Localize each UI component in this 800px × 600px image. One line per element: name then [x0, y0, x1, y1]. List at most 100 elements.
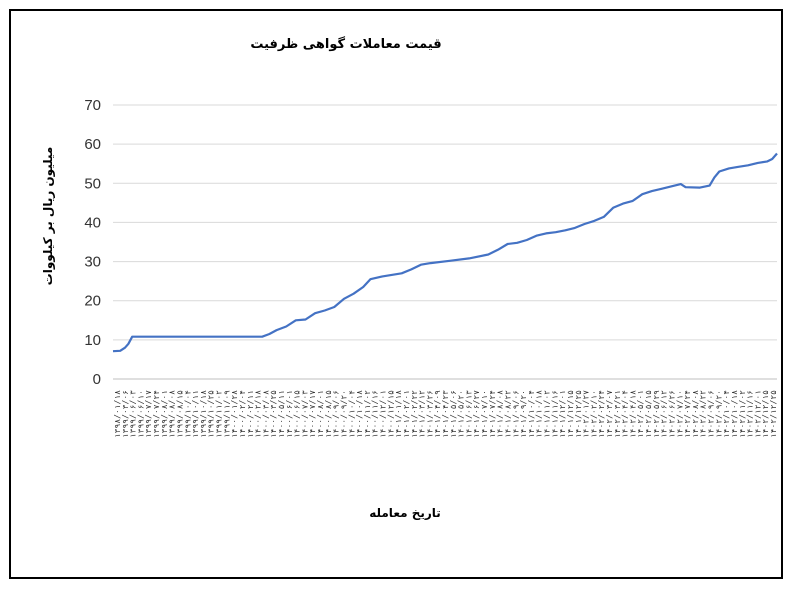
x-tick-label: ۱۴۰۲/۱۲/۲۵ [769, 390, 778, 438]
x-tick-label: ۱۴۰۲/۱۰/۰۴ [722, 390, 731, 438]
chart-frame [9, 9, 783, 579]
x-tick-label: ۱۴۰۲/۰۵/۱۵ [644, 390, 653, 438]
x-tick-label: ۱۴۰۲/۰۹/۰۶ [707, 390, 716, 438]
x-tick-label: ۱۳۹۹/۰۸/۱۵ [175, 390, 184, 438]
x-tick-label: ۱۴۰۱/۰۵/۰۶ [449, 390, 458, 438]
x-tick-label: ۱۳۹۹/۰۷/۱۷ [144, 390, 153, 438]
x-tick-label: ۱۳۹۹/۱۰/۰۴ [183, 390, 192, 438]
x-tick-label: ۱۴۰۲/۰۳/۲۱ [613, 390, 622, 438]
x-tick-label: ۱۴۰۱/۱۱/۱۶ [550, 390, 559, 438]
y-axis-title: میلیون ریال بر کیلووات [41, 147, 56, 286]
x-tick-label: ۱۴۰۱/۰۲/۰۱ [402, 390, 411, 438]
x-tick-label: ۱۴۰۲/۱۰/۱۸ [730, 390, 739, 438]
x-tick-label: ۱۴۰۱/۰۹/۰۶ [511, 390, 520, 438]
x-tick-label: ۱۳۹۹/۱۱/۰۹ [222, 390, 231, 438]
x-tick-label: ۱۴۰۱/۰۷/۲۴ [488, 390, 497, 438]
x-tick-label: ۱۴۰۰/۰۳/۲۵ [269, 390, 278, 438]
x-tick-label: ۱۴۰۲/۰۵/۲۹ [652, 390, 661, 438]
x-tick-label: ۱۳۹۹/۰۶/۰۳ [129, 390, 138, 438]
x-tick-label: ۱۳۹۹/۱۰/۱۸ [199, 390, 208, 438]
chart-title: قیمت معاملات گواهی ظرفیت [250, 36, 441, 52]
x-tick-label: ۱۴۰۱/۰۹/۲۰ [519, 390, 528, 438]
x-tick-label: ۱۴۰۰/۰۶/۰۱ [285, 390, 294, 438]
x-tick-label: ۱۴۰۰/۱۰/۰۴ [347, 390, 356, 438]
x-tick-label: ۱۴۰۲/۱۲/۰۱ [753, 390, 762, 438]
x-tick-label: ۱۴۰۱/۰۲/۲۲ [410, 390, 419, 438]
x-tick-label: ۱۴۰۲/۰۴/۱۸ [628, 390, 637, 438]
gridlines [113, 104, 777, 380]
y-tick-label: 60 [84, 136, 101, 153]
x-tick-label: ۱۴۰۱/۰۵/۲۰ [457, 390, 466, 438]
x-tick-label: ۱۳۹۹/۱۰/۲۵ [207, 390, 216, 438]
x-tick-label: ۱۴۰۰/۰۸/۱۵ [324, 390, 333, 438]
x-tick-label: ۱۴۰۱/۱۲/۱۵ [566, 390, 575, 438]
x-axis-ticks: ۱۳۹۸/۰۱/۱۸۱۳۹۹/۰۳/۰۶۱۳۹۹/۰۶/۰۳۱۳۹۹/۰۶/۱۰… [113, 390, 778, 438]
x-tick-label: ۱۴۰۲/۰۶/۱۲ [660, 390, 669, 438]
x-tick-label: ۱۴۰۰/۰۸/۰۱ [316, 390, 325, 438]
x-tick-label: ۱۴۰۰/۱۰/۱۸ [355, 390, 364, 438]
x-tick-label: ۱۳۹۹/۱۱/۰۲ [215, 390, 224, 438]
x-tick-label: ۱۳۹۹/۰۷/۲۴ [152, 390, 161, 438]
series-line-0 [112, 152, 778, 353]
y-tick-label: 40 [84, 214, 101, 231]
x-tick-label: ۱۴۰۰/۰۹/۲۰ [339, 390, 348, 438]
x-tick-label: ۱۴۰۰/۱۲/۱۵ [386, 390, 395, 438]
x-tick-label: ۱۳۹۹/۱۰/۱۱ [191, 390, 200, 438]
y-tick-label: 10 [84, 332, 101, 349]
y-tick-label: 0 [93, 371, 101, 388]
x-tick-label: ۱۴۰۱/۰۷/۱۰ [480, 390, 489, 438]
x-tick-label: ۱۴۰۲/۰۸/۲۲ [699, 390, 708, 438]
x-tick-label: ۱۴۰۱/۰۱/۱۸ [394, 390, 403, 438]
x-tick-label: ۱۴۰۲/۰۹/۲۰ [714, 390, 723, 438]
x-tick-label: ۱۴۰۲/۱۱/۱۶ [746, 390, 755, 438]
x-tick-label: ۱۳۹۹/۰۳/۰۶ [121, 390, 130, 438]
x-tick-label: ۱۳۹۸/۰۱/۱۸ [113, 390, 122, 438]
x-tick-label: ۱۴۰۲/۱۲/۱۵ [761, 390, 770, 438]
x-tick-label: ۱۴۰۱/۰۸/۰۸ [496, 390, 505, 438]
y-tick-label: 20 [84, 293, 101, 310]
x-tick-label: ۱۳۹۹/۰۸/۰۸ [168, 390, 177, 438]
x-tick-label: ۱۴۰۲/۰۲/۱۰ [589, 390, 598, 438]
x-tick-label: ۱۴۰۰/۰۱/۲۸ [230, 390, 239, 438]
series-layer [112, 152, 778, 353]
x-tick-label: ۱۴۰۰/۰۳/۰۸ [261, 390, 270, 438]
y-tick-label: 30 [84, 254, 101, 271]
x-tick-label: ۱۴۰۰/۱۲/۰۱ [379, 390, 388, 438]
x-tick-label: ۱۴۰۱/۱۰/۰۴ [527, 390, 536, 438]
x-tick-label: ۱۴۰۰/۱۱/۱۶ [371, 390, 380, 438]
x-tick-label: ۱۴۰۲/۰۷/۱۰ [675, 390, 684, 438]
x-tick-label: ۱۴۰۱/۰۳/۲۶ [425, 390, 434, 438]
x-tick-label: ۱۴۰۱/۰۳/۱۲ [418, 390, 427, 438]
x-tick-label: ۱۴۰۲/۰۱/۲۷ [582, 390, 591, 438]
x-tick-label: ۱۴۰۰/۰۲/۰۴ [238, 390, 247, 438]
x-tick-label: ۱۴۰۰/۰۵/۱۱ [277, 390, 286, 438]
x-tick-label: ۱۴۰۰/۰۲/۱۸ [254, 390, 263, 438]
x-tick-label: ۱۴۰۲/۱۱/۰۲ [738, 390, 747, 438]
x-tick-label: ۱۴۰۰/۰۲/۱۱ [246, 390, 255, 438]
x-tick-label: ۱۴۰۰/۰۶/۱۵ [293, 390, 302, 438]
x-tick-label: ۱۴۰۰/۱۱/۰۲ [363, 390, 372, 438]
x-tick-label: ۱۴۰۱/۰۴/۲۳ [441, 390, 450, 438]
x-tick-label: ۱۴۰۲/۰۳/۰۷ [605, 390, 614, 438]
x-tick-label: ۱۴۰۱/۱۰/۱۸ [535, 390, 544, 438]
x-tick-label: ۱۴۰۱/۰۴/۰۹ [433, 390, 442, 438]
x-tick-label: ۱۴۰۲/۰۵/۰۱ [636, 390, 645, 438]
y-axis-ticks: 0 10 20 30 40 50 60 70 [84, 97, 101, 388]
x-tick-label: ۱۴۰۱/۱۲/۲۵ [574, 390, 583, 438]
x-tick-label: ۱۴۰۱/۰۶/۱۳ [464, 390, 473, 438]
x-tick-label: ۱۴۰۲/۰۷/۲۴ [683, 390, 692, 438]
x-tick-label: ۱۴۰۰/۰۹/۰۶ [332, 390, 341, 438]
x-axis-title: تاریخ معامله [369, 506, 441, 520]
x-tick-label: ۱۴۰۱/۱۲/۰۱ [558, 390, 567, 438]
y-tick-label: 70 [84, 97, 101, 114]
x-tick-label: ۱۴۰۲/۰۶/۲۶ [667, 390, 676, 438]
x-tick-label: ۱۳۹۹/۰۶/۱۰ [136, 390, 145, 438]
x-tick-label: ۱۴۰۲/۰۸/۰۸ [691, 390, 700, 438]
y-tick-label: 50 [84, 175, 101, 192]
x-tick-label: ۱۴۰۱/۰۶/۲۷ [472, 390, 481, 438]
x-tick-label: ۱۴۰۲/۰۲/۲۴ [597, 390, 606, 438]
x-tick-label: ۱۳۹۹/۰۸/۰۱ [160, 390, 169, 438]
x-tick-label: ۱۴۰۰/۰۷/۰۳ [300, 390, 309, 438]
x-tick-label: ۱۴۰۱/۰۸/۲۲ [503, 390, 512, 438]
